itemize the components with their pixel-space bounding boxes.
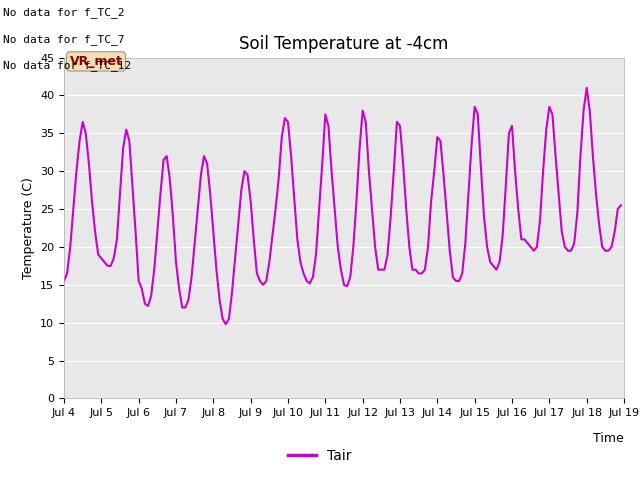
Text: No data for f_TC_2: No data for f_TC_2 [3, 7, 125, 18]
Text: No data for f_TC_12: No data for f_TC_12 [3, 60, 131, 71]
Text: No data for f_TC_7: No data for f_TC_7 [3, 34, 125, 45]
Legend: Tair: Tair [283, 443, 357, 468]
Text: VR_met: VR_met [70, 55, 122, 68]
Y-axis label: Temperature (C): Temperature (C) [22, 177, 35, 279]
Title: Soil Temperature at -4cm: Soil Temperature at -4cm [239, 35, 449, 53]
Text: Time: Time [593, 432, 624, 445]
